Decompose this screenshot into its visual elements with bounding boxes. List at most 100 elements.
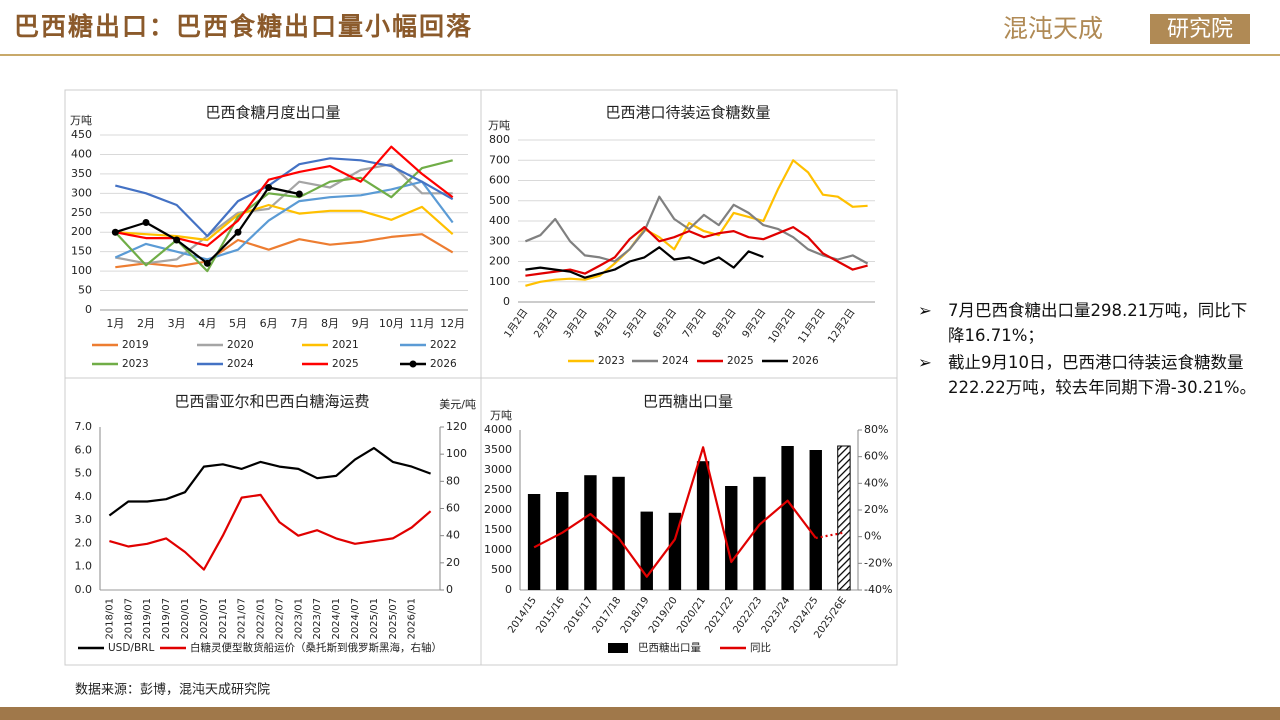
x-tick-label: 2018/07 [123,598,134,640]
y-tick-label: 300 [489,234,510,247]
point [142,219,150,226]
legend-label: 2023 [598,355,625,367]
y-tick-label: 5.0 [75,467,93,480]
legend-label: 2026 [430,358,457,370]
y-tick-label: 4.0 [75,490,93,503]
y-tick-label: 800 [489,133,510,146]
x-tick-label: 2021/07 [237,598,248,640]
x-tick-label: 3月2日 [561,307,590,341]
y-tick-label: 100 [71,264,92,277]
y-tick-label: 100 [489,275,510,288]
bar [640,511,653,590]
series-line [525,159,868,287]
chart-title: 巴西糖出口量 [643,393,733,411]
series-line [533,446,817,578]
x-tick-label: 2021/01 [218,598,229,640]
x-tick-label: 7月 [290,317,308,330]
x-tick-label: 10月2日 [766,307,798,346]
y-tick-label: 1000 [484,543,512,556]
y2-tick-label: 100 [446,447,467,460]
y2-tick-label: 120 [446,420,467,433]
x-tick-label: 5月2日 [621,307,650,341]
series-line [525,246,764,279]
x-tick-label: 12月2日 [825,307,857,346]
bullet: 截止9月10日，巴西港口待装运食糖数量222.22万吨，较去年同期下滑-30.2… [918,350,1263,400]
x-tick-label: 2025/01 [369,598,380,640]
bullets: 7月巴西食糖出口量298.21万吨，同比下降16.71%； 截止9月10日，巴西… [918,298,1263,402]
series-line [114,159,453,273]
series-line [115,157,454,238]
legend-label: 2025 [332,358,359,370]
x-tick-label: 2022/01 [256,598,267,640]
series-line [115,233,454,269]
y2-tick-label: 0 [446,583,453,596]
y-tick-label: 1500 [484,523,512,536]
y2-tick-label: 60 [446,502,460,515]
x-tick-label: 5月 [229,317,247,330]
y-tick-label: 2.0 [75,536,93,549]
y-tick-label: 4000 [484,423,512,436]
legend-label: 巴西糖出口量 [638,641,701,654]
legend-label: USD/BRL [108,642,154,654]
x-tick-label: 1月 [106,317,124,330]
x-tick-label: 2024/01 [331,598,342,640]
bar [837,445,851,591]
series-line [115,203,454,242]
logo: 混沌天成 [1003,14,1103,43]
bullet: 7月巴西食糖出口量298.21万吨，同比下降16.71%； [918,298,1263,348]
legend-marker [409,360,417,368]
bar [781,446,794,590]
footer-band [0,707,1280,720]
x-tick-label: 2019/01 [142,598,153,640]
x-tick-label: 2020/07 [199,598,210,640]
y-tick-label: 0 [505,583,512,596]
x-tick-label: 7月2日 [680,307,709,341]
x-tick-label: 2025/07 [388,598,399,640]
legend-label: 2024 [662,355,689,367]
y-tick-label: 3.0 [75,513,93,526]
x-tick-label: 2022/07 [274,598,285,640]
y-axis-label: 万吨 [70,114,92,127]
series-line [108,446,431,517]
legend-label: 2026 [792,355,819,367]
x-tick-label: 11月2日 [796,307,828,346]
x-tick-label: 2023/07 [312,598,323,640]
y2-tick-label: 0% [864,530,881,543]
y-tick-label: 500 [491,563,512,576]
y-tick-label: 150 [71,245,92,258]
y-tick-label: 200 [489,255,510,268]
x-tick-label: 4月 [198,317,216,330]
y-tick-label: 7.0 [75,420,93,433]
bar [612,476,625,590]
legend-label: 白糖灵便型散货船运价（桑托斯到俄罗斯黑海，右轴） [190,641,442,654]
series-line [525,226,868,277]
legend-label: 2020 [227,339,254,351]
x-tick-label: 10月 [379,317,404,330]
x-tick-label: 9月2日 [740,307,769,341]
legend-label: 2019 [122,339,149,351]
y2-tick-label: 80% [864,423,888,436]
y-tick-label: 0 [85,303,92,316]
y-tick-label: 400 [489,214,510,227]
y-tick-label: 400 [71,147,92,160]
source: 数据来源：彭博，混沌天成研究院 [75,683,270,698]
series-line [114,180,454,261]
x-tick-label: 8月2日 [710,307,739,341]
x-tick-label: 3月 [168,317,186,330]
x-tick-label: 2026/01 [407,598,418,640]
logo-tag: 研究院 [1167,17,1233,42]
legend-label: 2022 [430,339,457,351]
chart-title: 巴西港口待装运食糖数量 [605,104,770,122]
x-tick-label: 2月2日 [531,307,560,341]
y-axis-label: 万吨 [488,119,510,132]
point [111,228,119,236]
y2-tick-label: 40% [864,476,888,489]
x-tick-label: 2023/01 [293,598,304,640]
y-tick-label: 300 [71,186,92,199]
y-tick-label: 600 [489,174,510,187]
y2-tick-label: 40 [446,529,460,542]
y2-tick-label: 20% [864,503,888,516]
y-tick-label: 2000 [484,503,512,516]
